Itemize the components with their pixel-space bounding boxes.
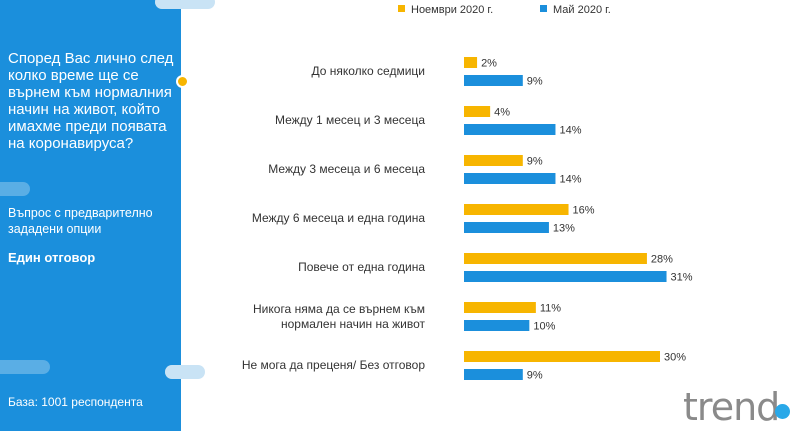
data-label: 11% — [540, 303, 561, 315]
answer-type: Един отговор — [8, 250, 96, 265]
accent-dot — [176, 75, 189, 88]
bar-may — [464, 271, 667, 282]
respondent-base: База: 1001 респондента — [8, 395, 143, 409]
question-type: Въпрос с предварително зададени опции — [8, 206, 153, 236]
data-label: 28% — [651, 254, 673, 266]
survey-question: Според Вас лично след колко време ще се … — [8, 50, 174, 152]
data-label: 30% — [664, 352, 686, 364]
category-label: Не мога да преценя/ Без отговор — [241, 358, 425, 372]
trend-logo: trend — [683, 385, 780, 429]
legend-label-may: Май 2020 г. — [553, 4, 611, 16]
legend-nov: Ноември 2020 г. — [398, 4, 493, 18]
bar-nov — [464, 351, 660, 362]
category-label: Между 6 месеца и една година — [251, 211, 425, 225]
data-label: 2% — [481, 58, 497, 70]
bar-nov — [464, 57, 478, 68]
decorative-pill — [165, 365, 205, 379]
bar-may — [464, 222, 549, 233]
decorative-pill — [155, 0, 215, 9]
data-label: 4% — [494, 107, 510, 119]
category-label: Между 1 месец и 3 месеца — [274, 113, 425, 127]
bar-nov — [464, 204, 569, 215]
bar-may — [464, 173, 556, 184]
category-label: Между 3 месеца и 6 месеца — [268, 162, 425, 176]
legend-swatch-may — [540, 5, 547, 12]
legend-swatch-nov — [398, 5, 405, 12]
data-label: 14% — [559, 125, 581, 137]
decorative-pill — [0, 360, 50, 374]
category-label: Никога няма да се върнем към нормален на… — [253, 301, 425, 331]
bar-nov — [464, 302, 536, 313]
data-label: 9% — [527, 156, 543, 168]
sidebar: Според Вас лично след колко време ще се … — [0, 0, 181, 431]
data-label: 9% — [527, 76, 543, 88]
bar-may — [464, 75, 523, 86]
bar-may — [464, 124, 556, 135]
bar-nov — [464, 106, 491, 117]
data-label: 31% — [671, 272, 693, 284]
data-label: 16% — [573, 205, 595, 217]
data-label: 10% — [533, 321, 555, 333]
category-label: До няколко седмици — [311, 64, 425, 78]
legend-label-nov: Ноември 2020 г. — [411, 4, 494, 16]
data-label: 14% — [559, 174, 581, 186]
data-label: 13% — [553, 223, 575, 235]
data-label: 9% — [527, 370, 543, 382]
decorative-pill — [0, 182, 30, 196]
category-label: Повече от една година — [298, 260, 425, 274]
bar-may — [464, 369, 523, 380]
bar-may — [464, 320, 530, 331]
logo-dot — [775, 404, 790, 419]
bar-nov — [464, 155, 523, 166]
legend-may: Май 2020 г. — [540, 4, 611, 18]
bar-nov — [464, 253, 647, 264]
